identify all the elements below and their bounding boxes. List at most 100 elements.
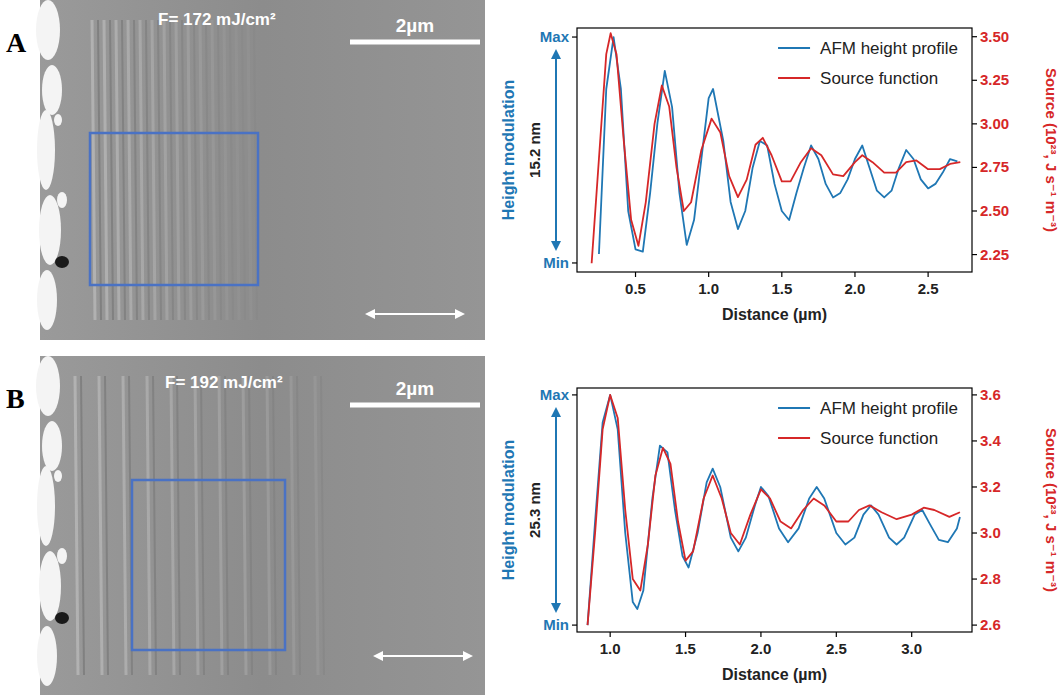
y2-tick-label: 3.6 xyxy=(980,386,1001,403)
y2-tick xyxy=(972,578,977,579)
series-line xyxy=(588,395,960,625)
ablation-blob xyxy=(37,110,55,190)
ablation-blob xyxy=(57,192,67,208)
legend: AFM height profileSource function xyxy=(778,399,958,448)
ripple-shadow xyxy=(249,376,252,675)
polarization-arrow xyxy=(371,313,459,315)
y2-tick-label: 3.4 xyxy=(980,432,1002,449)
ripple-stripe xyxy=(248,20,251,320)
annotation: 25.3 nm xyxy=(526,482,543,538)
panel-letter: A xyxy=(6,27,27,58)
ripple-stripe xyxy=(123,376,126,675)
annotation-arrow xyxy=(555,57,557,243)
ripple-stripe xyxy=(171,376,174,675)
ripple-stripe xyxy=(128,20,131,320)
x-tick xyxy=(781,272,782,277)
y2-tick-label: 2.25 xyxy=(980,246,1009,263)
legend-swatch xyxy=(778,437,810,439)
roi-box xyxy=(132,480,285,650)
micrograph xyxy=(40,356,485,695)
y2-tick-label: 2.6 xyxy=(980,616,1001,633)
ripple-stripe xyxy=(243,376,246,675)
annotation-arrow xyxy=(555,415,557,605)
ripple-stripe xyxy=(147,376,150,675)
arrow-head xyxy=(551,603,561,613)
y2-tick xyxy=(972,624,977,625)
x-tick-label: 0.5 xyxy=(625,280,646,297)
ablation-blob xyxy=(54,114,62,126)
ripple-shadow xyxy=(254,20,257,320)
dark-spot xyxy=(55,256,69,268)
ripple-shadow xyxy=(158,20,161,320)
x-tick-label: 1.0 xyxy=(600,640,621,657)
fluence-label: F= 172 mJ/cm² xyxy=(158,10,276,29)
ripple-shadow xyxy=(105,376,108,675)
plot-area xyxy=(588,395,960,625)
x-tick-label: 2.5 xyxy=(918,280,939,297)
x-tick xyxy=(836,632,837,637)
roi-box xyxy=(90,133,258,285)
x-tick-label: 3.0 xyxy=(901,640,922,657)
ripple-shadow xyxy=(153,376,156,675)
ablation-blob xyxy=(36,356,60,416)
x-tick-label: 2.0 xyxy=(845,280,866,297)
ripple-shadow xyxy=(242,20,245,320)
x-tick-label: 1.5 xyxy=(675,640,696,657)
ripple-stripe xyxy=(236,20,239,320)
ablation-blob xyxy=(39,195,61,265)
x-tick-label: 2.5 xyxy=(826,640,847,657)
x-tick-label: 1.5 xyxy=(771,280,792,297)
polarization-arrow xyxy=(379,655,467,657)
y-tick-label: Min xyxy=(543,616,569,633)
y2-tick xyxy=(972,167,977,168)
scale-bar xyxy=(350,403,480,408)
chart: 1.01.52.02.53.0Distance (µm)MinMax25.3 n… xyxy=(500,386,1060,683)
y2-tick xyxy=(972,123,977,124)
y-axis-title: Height modulation xyxy=(500,80,517,220)
x-axis-title: Distance (µm) xyxy=(722,666,827,683)
fluence-label: F= 192 mJ/cm² xyxy=(165,373,283,392)
y2-tick xyxy=(972,36,977,37)
ripple-stripe xyxy=(104,20,107,320)
ripple-stripe xyxy=(92,20,95,320)
x-tick xyxy=(854,272,855,277)
ripple-shadow xyxy=(177,376,180,675)
y2-tick-label: 3.0 xyxy=(980,524,1001,541)
y-tick xyxy=(572,394,577,395)
ripple-stripe xyxy=(212,20,215,320)
arrow-head xyxy=(365,309,375,319)
ripple-stripe xyxy=(200,20,203,320)
legend-swatch xyxy=(778,77,810,79)
legend-label: Source function xyxy=(820,429,938,448)
ablation-blob xyxy=(37,466,55,546)
ablation-blob xyxy=(57,548,67,564)
y2-axis-title: Source (10²³, J s⁻¹ m⁻³) xyxy=(1043,428,1060,592)
micrograph xyxy=(40,0,485,340)
ripple-shadow xyxy=(134,20,137,320)
y2-tick xyxy=(972,532,977,533)
ablation-blob xyxy=(37,626,57,686)
ripple-stripe xyxy=(176,20,179,320)
panel-letter: B xyxy=(6,383,25,414)
ripple-shadow xyxy=(182,20,185,320)
x-tick-label: 1.0 xyxy=(698,280,719,297)
ripple-stripe xyxy=(267,376,270,675)
x-tick xyxy=(928,272,929,277)
y-tick xyxy=(572,624,577,625)
y2-tick xyxy=(972,394,977,395)
image-panel: 2µm F= 192 mJ/cm² xyxy=(36,356,485,695)
ablation-blob xyxy=(39,551,61,621)
ripple-shadow xyxy=(194,20,197,320)
series-line xyxy=(592,33,961,263)
ripple-stripe xyxy=(188,20,191,320)
ripple-stripe xyxy=(116,20,119,320)
ablation-blob xyxy=(42,421,62,471)
y-tick xyxy=(572,36,577,37)
ripple-shadow xyxy=(297,376,300,675)
scale-bar-label: 2µm xyxy=(396,378,434,399)
dark-spot xyxy=(55,612,69,624)
x-tick xyxy=(708,272,709,277)
plot-frame xyxy=(577,28,972,272)
y2-tick xyxy=(972,254,977,255)
ablation-blob xyxy=(37,270,57,330)
